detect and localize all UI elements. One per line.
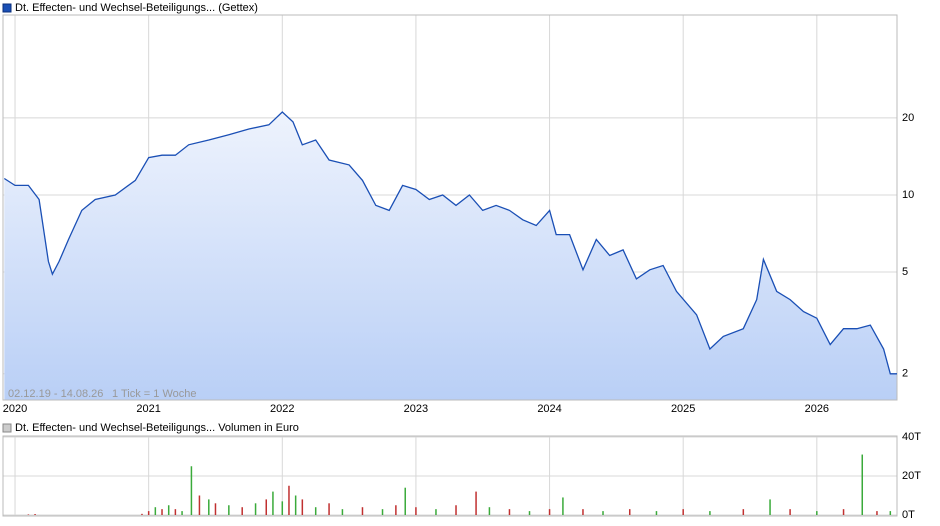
y-tick-label: 2 — [902, 368, 908, 380]
x-tick-label: 2021 — [136, 403, 160, 415]
volume-bar — [361, 507, 364, 515]
volume-bar — [861, 454, 864, 515]
volume-bar — [562, 497, 564, 515]
y-tick-label: 0T — [902, 509, 915, 521]
volume-bar — [301, 499, 304, 515]
volume-bar — [876, 511, 878, 515]
volume-bar — [889, 511, 892, 515]
volume-bar — [141, 513, 143, 515]
price-line — [3, 111, 897, 375]
volume-bar — [198, 495, 201, 515]
x-tick-label: 2026 — [805, 403, 829, 415]
volume-bar — [789, 509, 791, 515]
x-tick-label: 2023 — [404, 403, 428, 415]
volume-bar — [34, 514, 36, 515]
volume-bar — [842, 509, 845, 515]
volume-bar — [475, 491, 477, 515]
volume-bar — [314, 507, 317, 515]
volume-bar — [455, 505, 457, 515]
volume-bar — [682, 509, 684, 515]
volume-bar — [381, 509, 384, 515]
volume-bar — [628, 509, 631, 515]
volume-bar — [214, 503, 217, 515]
volume-bar — [341, 509, 344, 515]
volume-bar — [655, 511, 658, 515]
volume-bar — [816, 511, 818, 515]
tick-note: 1 Tick = 1 Woche — [112, 388, 196, 400]
volume-bar — [208, 499, 210, 515]
volume-bar — [488, 507, 491, 515]
volume-bar — [548, 509, 551, 515]
volume-bar — [508, 509, 511, 515]
volume-bar — [294, 495, 297, 515]
volume-title: Dt. Effecten- und Wechsel-Beteiligungs..… — [15, 422, 299, 434]
price-title: Dt. Effecten- und Wechsel-Beteiligungs..… — [15, 2, 258, 14]
volume-bar — [241, 507, 243, 515]
volume-bar — [228, 505, 230, 515]
legend-swatch — [2, 3, 12, 13]
volume-bar — [281, 501, 284, 515]
volume-bar — [154, 507, 157, 515]
volume-bar — [254, 503, 257, 515]
x-tick-label: 2022 — [270, 403, 294, 415]
price-frame — [2, 14, 898, 401]
volume-bar — [265, 499, 268, 515]
volume-bar — [272, 491, 274, 515]
legend-swatch — [2, 423, 12, 433]
volume-bar — [528, 511, 531, 515]
volume-bar — [404, 487, 406, 515]
volume-bar — [435, 509, 437, 515]
date-range: 02.12.19 - 14.08.26 — [8, 388, 103, 400]
y-tick-label: 40T — [902, 431, 921, 443]
y-tick-label: 20 — [902, 112, 914, 124]
price-area — [4, 112, 898, 400]
volume-bar — [328, 503, 330, 515]
volume-bar — [602, 511, 604, 515]
x-tick-label: 2025 — [671, 403, 695, 415]
y-tick-label: 10 — [902, 189, 914, 201]
volume-bar — [742, 509, 745, 515]
volume-frame — [2, 435, 898, 517]
volume-bar — [769, 499, 771, 515]
volume-bar — [174, 509, 177, 515]
volume-bar — [395, 505, 397, 515]
volume-bar — [190, 466, 193, 515]
volume-bar — [415, 507, 417, 515]
volume-bar — [27, 514, 30, 515]
volume-bar — [147, 511, 150, 515]
y-tick-label: 20T — [902, 470, 921, 482]
volume-bar — [288, 485, 290, 515]
volume-bar — [161, 509, 163, 515]
y-tick-label: 5 — [902, 266, 908, 278]
x-tick-label: 2020 — [3, 403, 27, 415]
volume-bar — [709, 511, 711, 515]
volume-bar — [181, 511, 183, 515]
x-tick-label: 2024 — [537, 403, 561, 415]
volume-bar — [167, 505, 170, 515]
volume-bar — [582, 509, 584, 515]
